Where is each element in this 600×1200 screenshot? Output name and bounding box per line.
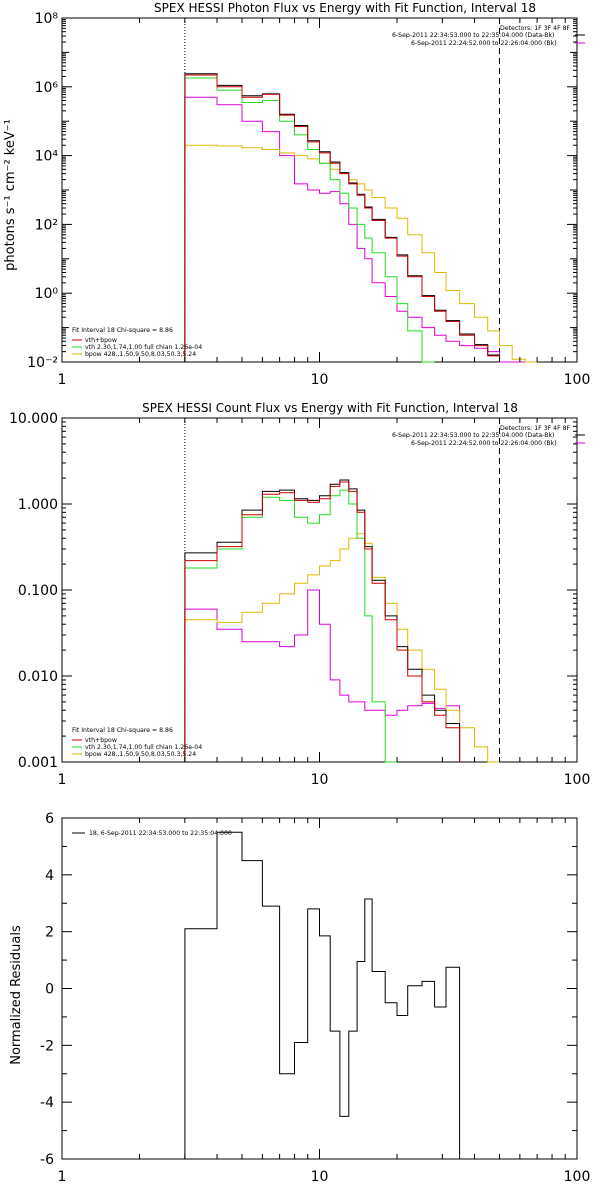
count-flux-panel: SPEX HESSI Count Flux vs Energy with Fit… <box>9 401 590 788</box>
count-x-tick-label: 1 <box>58 772 67 788</box>
residuals-y-axis-label: Normalized Residuals <box>9 925 24 1065</box>
residuals-x-tick-label: 100 <box>564 1169 591 1185</box>
count-y-tick-label: 0.100 <box>18 583 58 599</box>
count-series-total <box>184 481 461 762</box>
photon-y-tick-label: 10⁸ <box>35 11 59 27</box>
count-y-tick-label: 10.000 <box>9 411 58 427</box>
photon-y-tick-label: 10⁴ <box>35 149 59 165</box>
count-chart-title: SPEX HESSI Count Flux vs Energy with Fit… <box>142 401 518 415</box>
photon-detectors-label: Detectors: 1F 3F 4F 8F <box>500 25 571 32</box>
count-fit-info: Fit Interval 18 Chi-square = 8.86 <box>72 727 173 734</box>
residuals-y-tick-label: 4 <box>45 868 54 884</box>
photon-series-vth <box>184 77 435 363</box>
residuals-plot-frame <box>61 817 578 1160</box>
residuals-legend: 18, 6-Sep-2011 22:34:53.000 to 22:35:04.… <box>89 830 232 837</box>
count-y-tick-label: 0.001 <box>18 755 58 771</box>
residuals-y-tick-label: 0 <box>45 982 54 998</box>
photon-series-data <box>184 73 500 362</box>
count-y-tick-label: 0.010 <box>18 669 58 685</box>
count-legend-data: 6-Sep-2011 22:34:53.000 to 22:35:04.000 … <box>392 432 554 439</box>
count-fit-vth: vth 2.30,1.74,1.00 full chian 1.26e-04 <box>85 744 202 751</box>
photon-series-bk <box>184 96 526 363</box>
residuals-x-tick-label: 1 <box>58 1169 67 1185</box>
count-detectors-label: Detectors: 1F 3F 4F 8F <box>500 425 571 432</box>
residuals-y-tick-label: 6 <box>45 811 54 827</box>
residuals-y-tick-label: 2 <box>45 925 54 941</box>
count-fit-total: vth+bpow <box>85 737 117 744</box>
residuals-x-tick-label: 10 <box>311 1169 329 1185</box>
photon-x-tick-label: 100 <box>564 372 591 388</box>
photon-y-tick-label: 10⁶ <box>35 80 59 96</box>
count-y-tick-label: 1.000 <box>18 497 58 513</box>
photon-flux-panel: SPEX HESSI Photon Flux vs Energy with Fi… <box>3 1 590 388</box>
photon-legend-data: 6-Sep-2011 22:34:53.000 to 22:35:04.000 … <box>392 32 554 39</box>
photon-fit-total: vth+bpow <box>85 337 117 344</box>
photon-fit-info: Fit Interval 18 Chi-square = 8.86 <box>72 327 173 334</box>
count-x-tick-label: 100 <box>564 772 591 788</box>
photon-x-tick-label: 1 <box>58 372 67 388</box>
residuals-series-data <box>184 831 461 1159</box>
count-x-tick-label: 10 <box>311 772 329 788</box>
residuals-y-tick-label: -4 <box>40 1095 54 1111</box>
photon-series-total <box>184 74 500 362</box>
photon-series-bpow <box>184 144 538 363</box>
residuals-y-tick-label: -6 <box>40 1152 54 1168</box>
photon-x-tick-label: 10 <box>311 372 329 388</box>
count-series-bk <box>184 589 461 762</box>
photon-y-tick-label: 10⁻² <box>27 355 58 371</box>
photon-chart-title: SPEX HESSI Photon Flux vs Energy with Fi… <box>154 1 536 15</box>
photon-y-tick-label: 10² <box>35 217 58 233</box>
count-fit-bpow: bpow 428.,1.50,9.50,8.03,50.3,5.24 <box>85 751 196 758</box>
residuals-panel: Normalized Residuals 1 10 100 -6 -4 -2 0 2 4 6 18… <box>9 811 590 1185</box>
count-series-data <box>184 479 461 762</box>
residuals-y-tick-label: -2 <box>40 1038 54 1054</box>
count-legend-bk: 6-Sep-2011 22:24:52.000 to 22:26:04.000 … <box>411 440 557 447</box>
photon-fit-bpow: bpow 428.,1.50,9.50,8.03,50.3,5.24 <box>85 351 196 358</box>
photon-fit-vth: vth 2.30,1.74,1.00 full chian 1.26e-04 <box>85 344 202 351</box>
photon-y-tick-label: 10⁰ <box>35 286 59 302</box>
photon-legend-bk: 6-Sep-2011 22:24:52.000 to 22:26:04.000 … <box>411 40 557 47</box>
photon-y-axis-label: photons s⁻¹ cm⁻² keV⁻¹ <box>3 119 18 271</box>
